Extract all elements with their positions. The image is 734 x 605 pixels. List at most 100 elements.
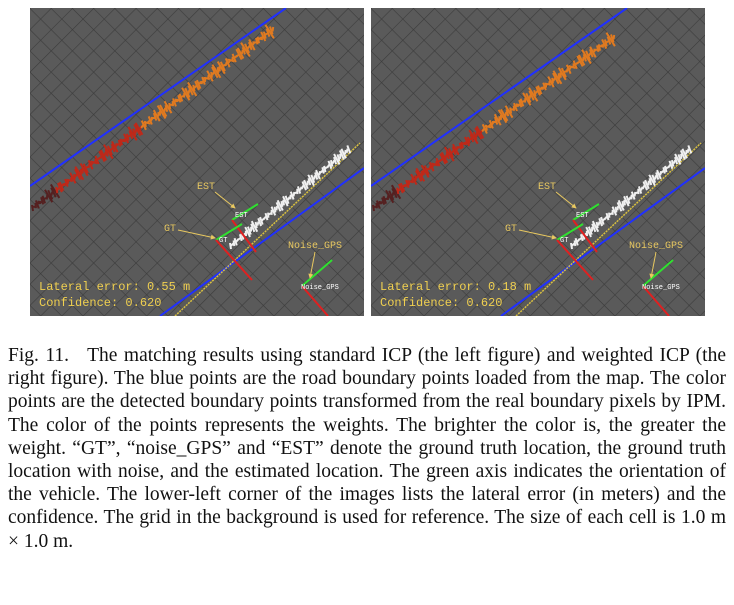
boundary-point <box>612 34 616 40</box>
boundary-point <box>627 196 632 201</box>
boundary-point <box>259 216 264 225</box>
boundary-point <box>601 38 608 50</box>
boundary-point <box>428 165 432 171</box>
panel-content: EST EST GT GT Noise_GPS Noise_GPS Lateral erro… <box>371 8 705 316</box>
boundary-point <box>630 191 636 200</box>
est_marker: EST <box>235 212 248 220</box>
pointer <box>214 191 236 209</box>
lateral_error: Lateral error: 0.55 m <box>39 280 190 294</box>
boundary-point <box>238 234 243 242</box>
boundary-point <box>616 205 620 211</box>
boundary-point <box>275 205 279 211</box>
boundary-point <box>284 195 290 205</box>
boundary-point <box>241 46 246 55</box>
caption: Fig. 11. The matching results using stand… <box>8 344 726 553</box>
boundary-point <box>535 86 541 96</box>
boundary-point <box>181 87 191 101</box>
boundary-point <box>623 195 630 207</box>
boundary-point <box>232 240 236 247</box>
boundary-point <box>211 64 222 79</box>
boundary-point <box>321 167 325 174</box>
boundary-point <box>156 105 167 119</box>
boundary-point <box>184 87 191 98</box>
boundary-point <box>69 176 73 182</box>
boundary-point <box>464 136 471 147</box>
gt_marker: GT <box>219 237 227 245</box>
boundary-point <box>547 80 551 86</box>
boundary-point <box>79 169 83 175</box>
caption-label: Fig. 11. <box>8 345 70 366</box>
boundary-point <box>414 170 423 182</box>
boundary-point <box>390 184 402 200</box>
boundary-point <box>270 206 277 216</box>
boundary-point <box>140 120 147 131</box>
boundary-point <box>248 39 256 51</box>
boundary-point <box>557 67 567 81</box>
boundary-point <box>98 150 106 163</box>
panel-content: EST EST GT GT Noise_GPS Noise_GPS Lateral erro… <box>30 8 364 316</box>
boundary-point <box>435 157 441 167</box>
boundary-point <box>674 156 679 165</box>
boundary-point <box>572 60 578 70</box>
boundary-point <box>103 144 114 160</box>
boundary-point <box>481 123 488 134</box>
boundary-point <box>616 201 623 212</box>
panel: EST EST GT GT Noise_GPS Noise_GPS Lateral erro… <box>30 8 364 316</box>
boundary-point <box>642 181 648 191</box>
boundary-point <box>588 48 594 58</box>
pointer <box>518 229 557 240</box>
boundary-point <box>574 237 579 246</box>
boundary-point <box>206 74 210 80</box>
boundary-point <box>99 149 108 161</box>
boundary-point <box>327 160 333 170</box>
boundary-point <box>87 159 94 170</box>
boundary-point <box>127 126 138 141</box>
boundary-point <box>504 111 508 117</box>
boundary-point <box>69 172 77 184</box>
boundary-point <box>331 159 336 165</box>
boundary-point <box>674 153 682 165</box>
est_marker: EST <box>576 212 589 220</box>
boundary-point <box>533 90 537 97</box>
boundary-point <box>452 143 460 156</box>
lateral-axis <box>556 239 594 281</box>
boundary-point <box>345 148 349 154</box>
est_label: EST <box>197 182 215 193</box>
boundary-point <box>625 195 631 205</box>
boundary-point <box>280 200 284 208</box>
pointer <box>649 251 657 279</box>
boundary-point <box>333 153 341 165</box>
lateral-axis <box>642 285 670 316</box>
boundary-point <box>581 49 592 65</box>
boundary-point <box>187 85 194 96</box>
boundary-point <box>79 163 89 177</box>
lateral-axis <box>572 219 598 253</box>
boundary-point <box>286 196 291 201</box>
boundary-point <box>159 104 168 118</box>
boundary-point <box>603 39 608 47</box>
boundary-point <box>103 151 107 157</box>
boundary-point <box>244 43 251 54</box>
boundary-point <box>617 199 625 211</box>
boundary-point <box>396 187 400 195</box>
boundary-point <box>552 72 560 85</box>
boundary-point <box>315 169 321 180</box>
caption-text: The matching results using standard ICP … <box>8 345 726 552</box>
boundary-point <box>240 42 251 58</box>
heading-axis <box>572 203 600 221</box>
boundary-point <box>686 148 690 154</box>
boundary-point <box>551 77 554 84</box>
lateral-axis <box>231 219 257 253</box>
boundary-point <box>143 121 151 125</box>
boundary-point <box>469 133 475 143</box>
boundary-point <box>271 26 275 32</box>
gt_label: GT <box>164 224 176 235</box>
boundary-point <box>55 186 59 194</box>
heading-axis <box>215 223 243 241</box>
boundary-point <box>206 70 214 82</box>
boundary-point <box>662 167 666 174</box>
boundary-point <box>670 159 675 167</box>
boundary-point <box>269 26 274 35</box>
boundary-point <box>104 148 109 157</box>
